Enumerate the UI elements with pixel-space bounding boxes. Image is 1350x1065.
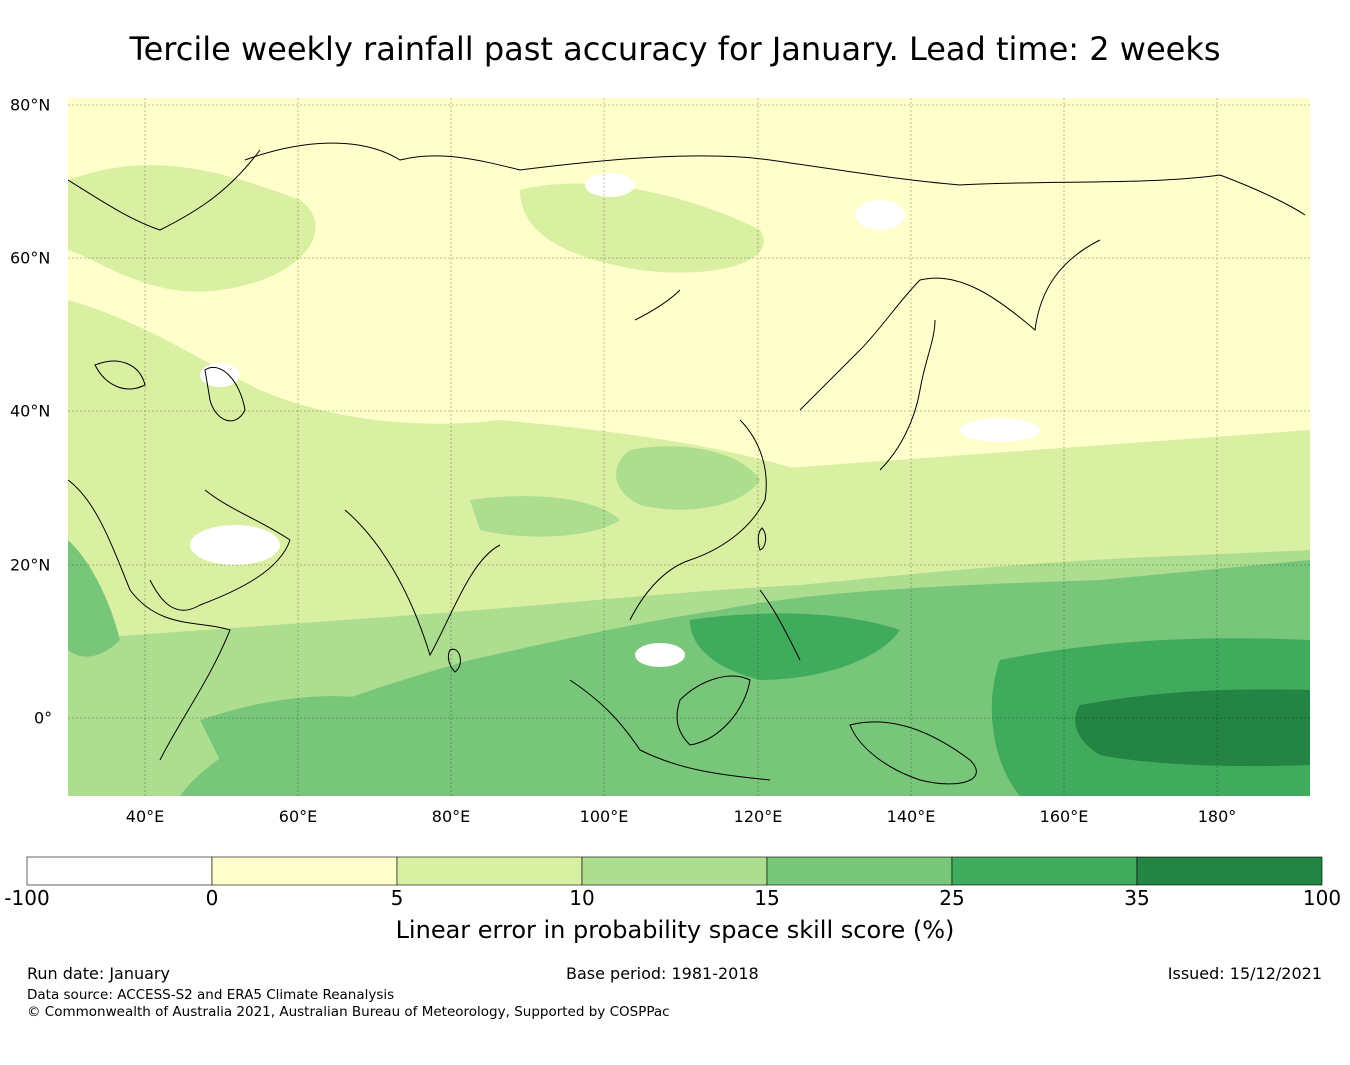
- lat-label-0: 0°: [34, 708, 53, 728]
- coastline-caspian: [204, 367, 246, 422]
- colorbar-segment: [396, 856, 583, 886]
- region-negative-patch: [635, 643, 685, 667]
- lon-label-160e: 160°E: [1039, 807, 1089, 826]
- coastline-africa: [68, 479, 231, 761]
- colorbar-tick: 15: [754, 886, 780, 910]
- lon-label-80e: 80°E: [431, 807, 471, 826]
- colorbar-tick: 0: [205, 886, 219, 910]
- colorbar-tick: 100: [1302, 886, 1342, 910]
- lon-label-60e: 60°E: [278, 807, 318, 826]
- colorbar-segment: [766, 856, 953, 886]
- lon-label-100e: 100°E: [579, 807, 629, 826]
- coastline-taiwan: [757, 527, 767, 551]
- region-10-15-tibet: [470, 496, 620, 537]
- region-negative-patch: [190, 525, 280, 565]
- coastline-baikal: [634, 289, 681, 321]
- lon-label-40e: 40°E: [125, 807, 165, 826]
- colorbar-tick: 5: [390, 886, 404, 910]
- map-title: Tercile weekly rainfall past accuracy fo…: [129, 30, 1221, 68]
- copyright: © Commonwealth of Australia 2021, Austra…: [27, 1004, 670, 1020]
- colorbar-segment: [211, 856, 398, 886]
- colorbar-tick: 10: [569, 886, 595, 910]
- coastline-arabia: [149, 489, 291, 611]
- issued-date: Issued: 15/12/2021: [1167, 964, 1322, 983]
- colorbar-segment: [581, 856, 768, 886]
- region-10-15-china: [616, 446, 760, 510]
- colorbar-segment: [951, 856, 1138, 886]
- data-source: Data source: ACCESS-S2 and ERA5 Climate …: [27, 987, 395, 1003]
- region-negative-patch: [855, 200, 905, 230]
- skill-regions: [68, 98, 1310, 796]
- lat-label-80n: 80°N: [10, 95, 51, 115]
- colorbar-tick: -100: [4, 886, 50, 910]
- graticule: [68, 98, 1310, 796]
- lat-label-20n: 20°N: [10, 555, 51, 575]
- coastline-sri-lanka: [447, 648, 461, 673]
- colorbar: [26, 856, 1323, 886]
- coastline-india: [344, 509, 501, 657]
- region-negative-patch: [200, 363, 240, 387]
- coastline-black-sea: [94, 360, 146, 390]
- coastline-indonesia: [569, 679, 771, 781]
- lat-label-40n: 40°N: [10, 401, 51, 421]
- region-5-10-siberia: [520, 183, 764, 273]
- colorbar-tick: 35: [1124, 886, 1150, 910]
- region-15-25-indian: [200, 696, 380, 760]
- coastline-japan: [879, 319, 936, 471]
- region-35-100-pacific: [1075, 689, 1310, 767]
- coastline-china: [629, 419, 767, 621]
- region-25-35-maritime: [690, 613, 900, 680]
- coastline-scandinavia: [68, 149, 261, 231]
- base-period: Base period: 1981-2018: [566, 964, 759, 983]
- region-negative-patch: [960, 418, 1040, 442]
- lat-label-60n: 60°N: [10, 248, 51, 268]
- colorbar-segment: [26, 856, 213, 886]
- coastline-arctic: [244, 142, 1306, 216]
- coastline-new-guinea: [849, 721, 977, 785]
- coastlines: [68, 142, 1306, 785]
- coastline-borneo: [676, 675, 751, 746]
- lon-label-120e: 120°E: [733, 807, 783, 826]
- colorbar-tick: 25: [939, 886, 965, 910]
- colorbar-segment: [1136, 856, 1323, 886]
- lon-label-180: 180°: [1197, 807, 1237, 826]
- region-5-10-north: [68, 165, 316, 292]
- colorbar-title: Linear error in probability space skill …: [395, 916, 955, 944]
- lon-label-140e: 140°E: [886, 807, 936, 826]
- run-date: Run date: January: [27, 964, 170, 983]
- coastline-philippines: [759, 589, 801, 661]
- region-negative-patch: [585, 173, 635, 197]
- region-15-25-africa: [68, 540, 120, 657]
- region-5-10-pacific: [900, 451, 1310, 560]
- coastline-pacific-russia: [799, 239, 1101, 411]
